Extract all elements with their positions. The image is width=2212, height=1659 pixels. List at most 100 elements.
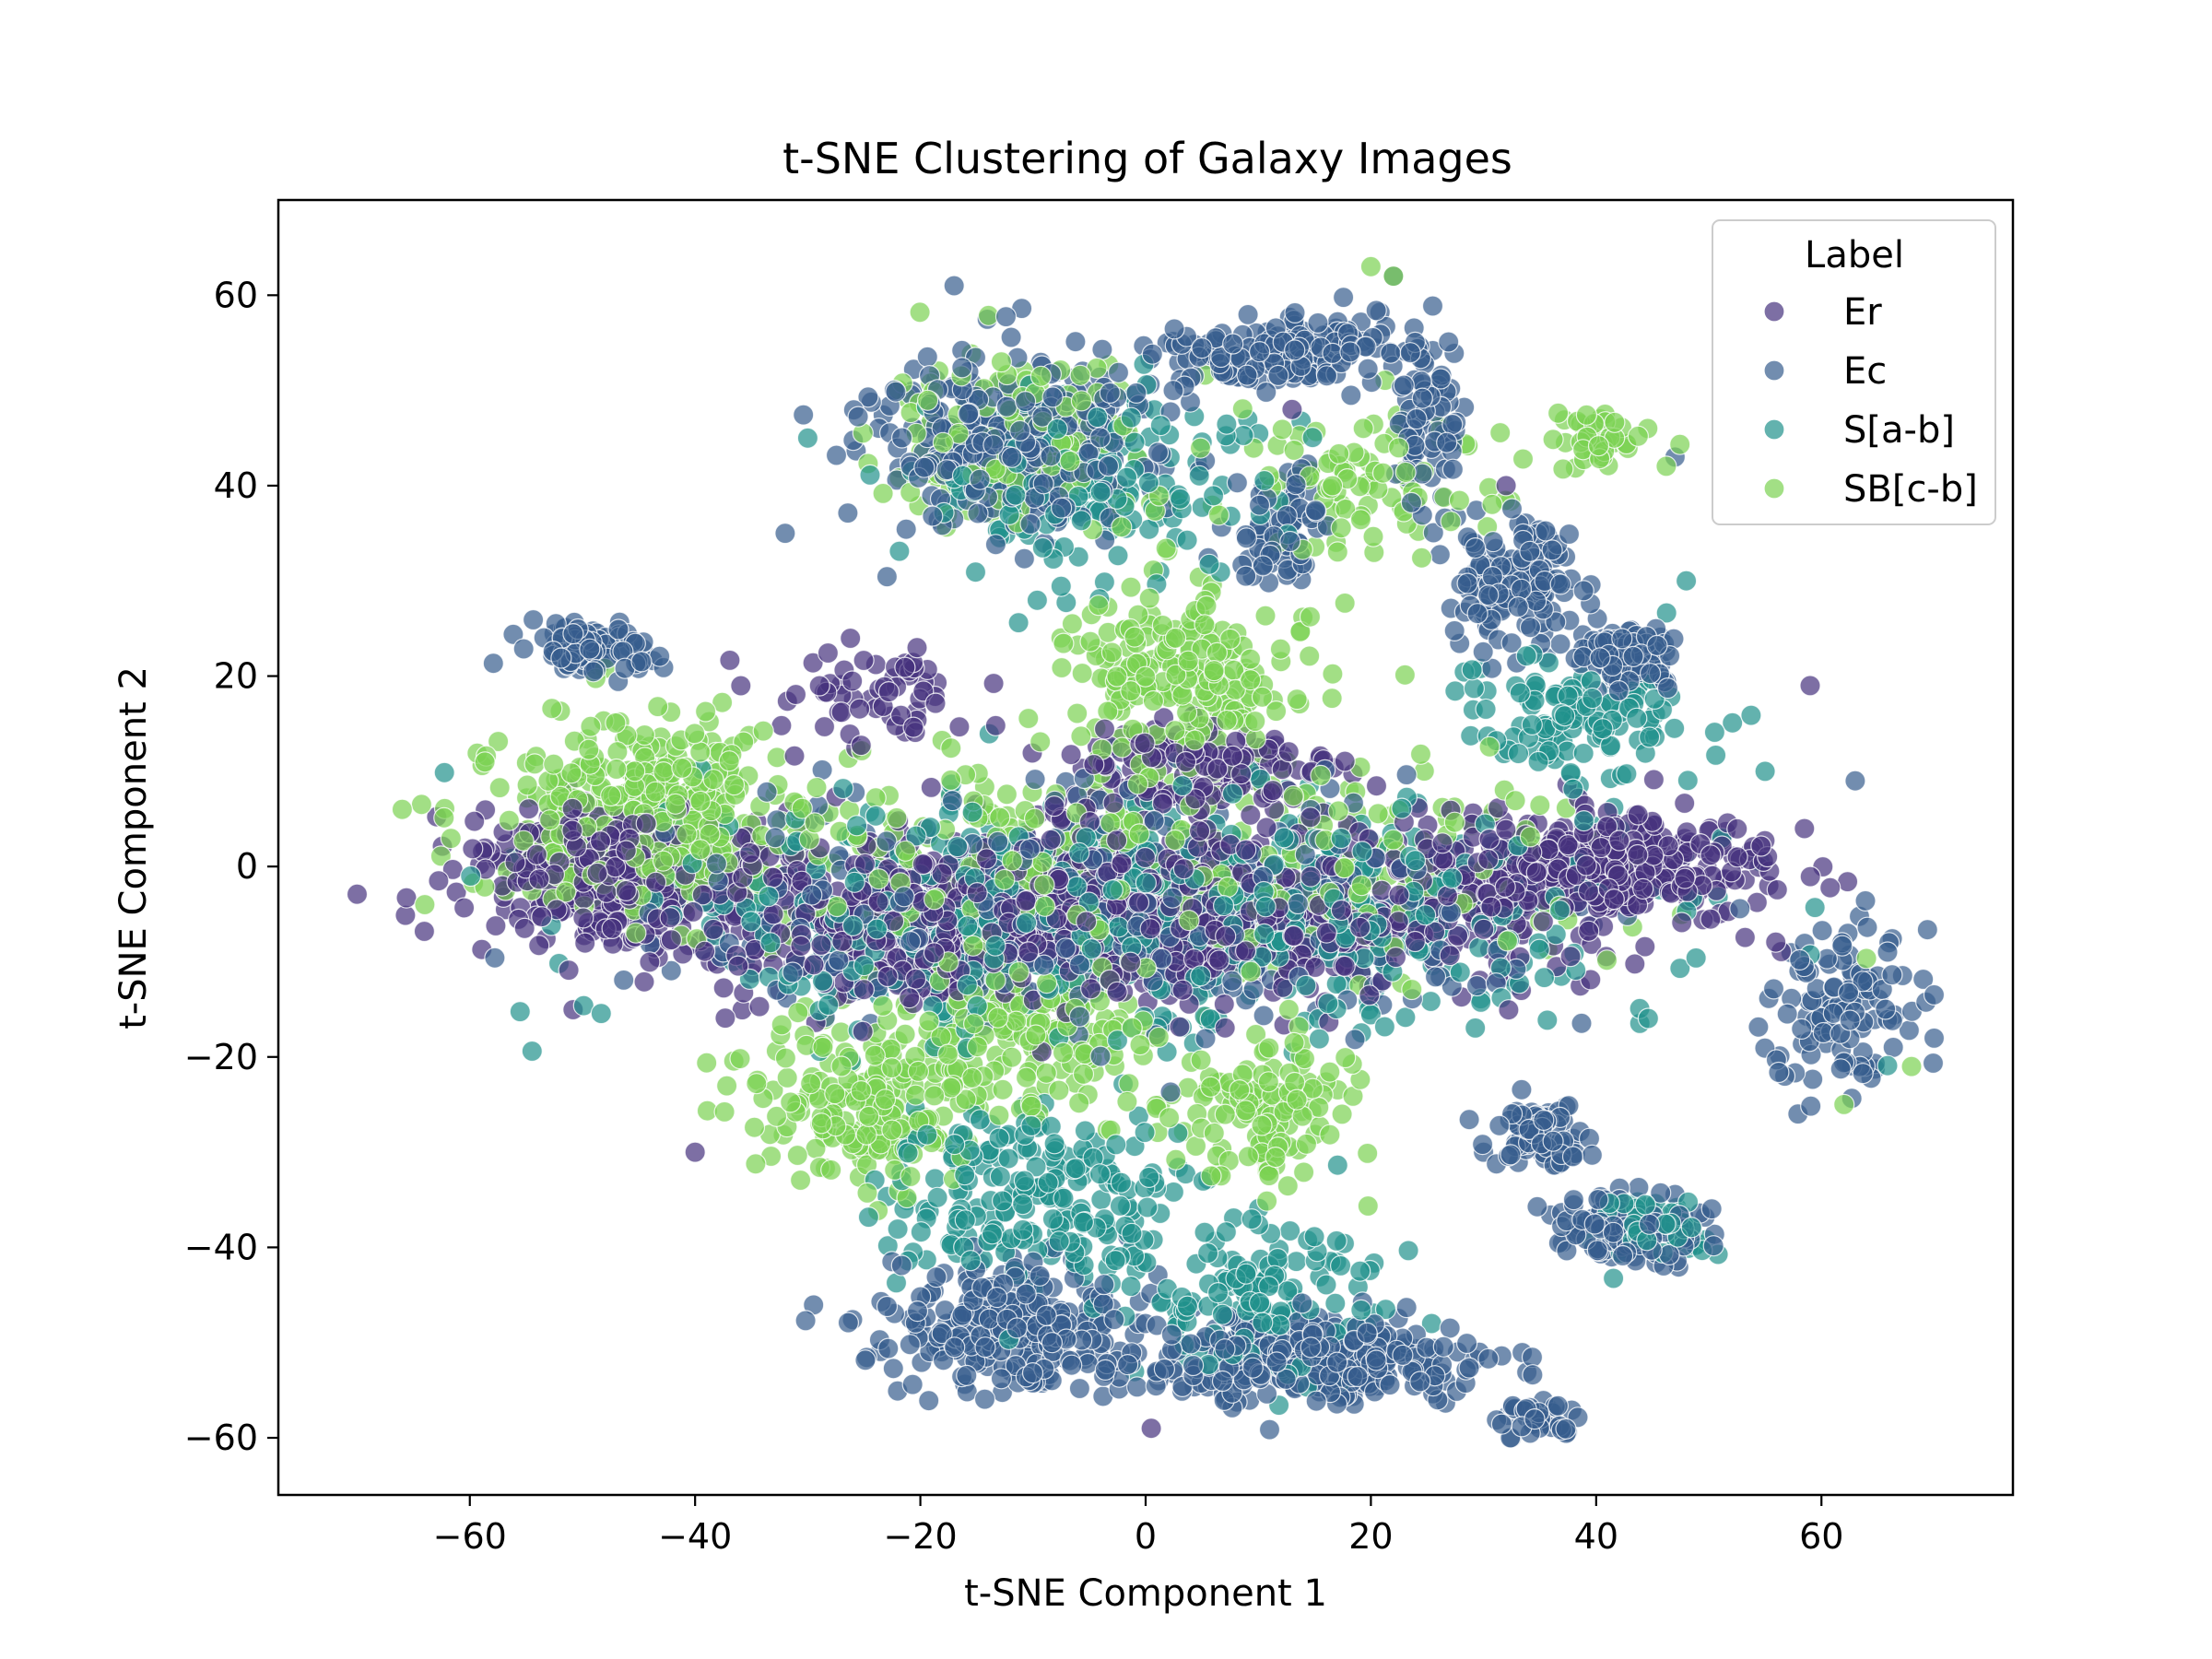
data-point bbox=[808, 675, 830, 697]
data-point bbox=[920, 776, 942, 799]
data-point bbox=[487, 730, 510, 753]
data-point bbox=[647, 695, 669, 718]
data-point bbox=[429, 845, 452, 867]
data-point bbox=[1317, 993, 1339, 1015]
data-point bbox=[1395, 1296, 1418, 1319]
data-point bbox=[414, 893, 436, 916]
data-point bbox=[1141, 343, 1163, 365]
data-point bbox=[1079, 630, 1101, 653]
data-point bbox=[1722, 712, 1744, 734]
data-point bbox=[730, 675, 752, 697]
data-point bbox=[854, 1349, 877, 1371]
data-point bbox=[982, 672, 1005, 695]
data-point bbox=[1071, 662, 1093, 685]
data-point bbox=[1107, 545, 1129, 567]
data-point bbox=[813, 715, 836, 738]
data-point bbox=[1226, 472, 1249, 494]
data-point bbox=[1526, 1195, 1548, 1218]
data-point bbox=[973, 1388, 996, 1410]
data-point bbox=[1374, 1298, 1397, 1321]
data-point bbox=[1000, 326, 1022, 348]
data-point bbox=[1198, 553, 1220, 575]
data-point bbox=[916, 346, 938, 368]
data-point bbox=[1856, 916, 1878, 938]
data-point bbox=[1283, 439, 1305, 462]
data-point bbox=[1120, 576, 1142, 598]
data-point bbox=[1765, 931, 1787, 953]
data-point bbox=[1468, 936, 1490, 959]
data-point bbox=[696, 1052, 718, 1074]
data-point bbox=[1007, 611, 1030, 634]
data-point bbox=[711, 691, 734, 713]
data-point bbox=[1811, 920, 1833, 942]
data-point bbox=[1140, 1418, 1162, 1440]
data-point bbox=[524, 753, 546, 775]
data-point bbox=[1572, 742, 1594, 765]
data-point bbox=[509, 1000, 531, 1023]
data-point bbox=[1329, 1254, 1352, 1277]
data-point bbox=[1018, 707, 1040, 730]
data-point bbox=[1282, 784, 1304, 807]
points-layer bbox=[346, 255, 1946, 1449]
data-point bbox=[1269, 638, 1292, 660]
data-point bbox=[649, 645, 671, 667]
data-point bbox=[1068, 1092, 1090, 1114]
data-point bbox=[1397, 1240, 1419, 1262]
data-point bbox=[613, 969, 635, 992]
data-point bbox=[1284, 301, 1306, 324]
data-point bbox=[1444, 680, 1466, 702]
data-point bbox=[1308, 1028, 1331, 1050]
data-point bbox=[743, 1116, 766, 1138]
data-point bbox=[1194, 1028, 1217, 1050]
data-point bbox=[1120, 1275, 1142, 1298]
data-point bbox=[1421, 295, 1444, 317]
data-point bbox=[756, 781, 778, 803]
data-point bbox=[771, 714, 793, 736]
data-point bbox=[1740, 704, 1762, 726]
data-point bbox=[1804, 896, 1826, 919]
data-point bbox=[918, 1390, 940, 1412]
chart-title: t-SNE Clustering of Galaxy Images bbox=[782, 134, 1512, 183]
data-point bbox=[1916, 919, 1938, 941]
data-point bbox=[876, 830, 898, 853]
data-point bbox=[1100, 641, 1124, 664]
data-point bbox=[633, 724, 656, 747]
data-point bbox=[1655, 602, 1677, 624]
data-point bbox=[1281, 398, 1303, 420]
data-point bbox=[1495, 475, 1517, 497]
data-point bbox=[876, 566, 899, 588]
data-point bbox=[522, 608, 545, 631]
data-point bbox=[1068, 1377, 1091, 1400]
data-point bbox=[1394, 664, 1417, 686]
data-point bbox=[1380, 342, 1402, 364]
data-point bbox=[1677, 770, 1699, 792]
data-point bbox=[1922, 1052, 1945, 1075]
data-point bbox=[1091, 338, 1113, 360]
data-point bbox=[1299, 645, 1321, 667]
data-point bbox=[1394, 1006, 1417, 1029]
data-point bbox=[1365, 775, 1388, 797]
data-point bbox=[774, 522, 796, 545]
data-point bbox=[1634, 935, 1656, 958]
data-point bbox=[989, 806, 1011, 829]
data-point bbox=[516, 774, 538, 796]
data-point bbox=[1664, 717, 1686, 739]
data-point bbox=[837, 1312, 860, 1334]
data-point bbox=[1482, 530, 1504, 553]
data-point bbox=[1285, 1250, 1308, 1273]
data-point bbox=[1419, 990, 1442, 1013]
data-point bbox=[1258, 1037, 1280, 1059]
data-point bbox=[660, 959, 682, 982]
data-point bbox=[715, 1075, 738, 1097]
data-point bbox=[1070, 725, 1092, 747]
data-point bbox=[1655, 455, 1677, 477]
data-point bbox=[1352, 418, 1374, 440]
data-point bbox=[830, 701, 853, 724]
data-point bbox=[940, 737, 962, 759]
data-point bbox=[746, 1073, 768, 1095]
data-point bbox=[1159, 1081, 1182, 1103]
data-point bbox=[1111, 516, 1133, 538]
data-point bbox=[1429, 544, 1452, 566]
data-point bbox=[1395, 763, 1418, 786]
